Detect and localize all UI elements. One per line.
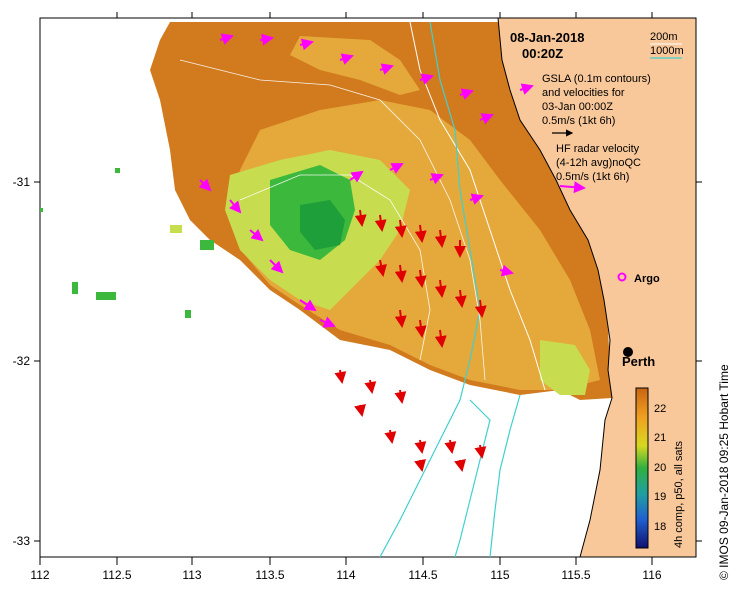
colorbar-tick: 19 xyxy=(654,491,666,503)
axis-ticks xyxy=(34,12,702,565)
y-tick-label: -32 xyxy=(13,354,31,368)
x-tick-label: 113.5 xyxy=(255,568,284,582)
legend-gsla-2: and velocities for xyxy=(542,87,625,99)
legend-hf-arrow xyxy=(559,181,586,194)
perth-marker xyxy=(623,347,633,357)
legend-200m: 200m xyxy=(650,31,678,43)
map-time: 00:20Z xyxy=(522,46,563,61)
colorbar-tick: 21 xyxy=(654,432,666,444)
gsla-contours xyxy=(179,59,486,381)
gsla-velocity-arrows xyxy=(334,209,487,472)
x-tick-label: 114 xyxy=(336,568,355,582)
perth-label: Perth xyxy=(622,354,655,369)
map-date: 08-Jan-2018 xyxy=(510,30,584,45)
legend-gsla-1: GSLA (0.1m contours) xyxy=(542,73,651,85)
y-tick-label: -33 xyxy=(13,534,31,548)
place-markers: Argo Perth xyxy=(617,272,660,369)
legend-gsla-3: 03-Jan 00:00Z xyxy=(542,101,613,113)
colorbar-tick: 18 xyxy=(654,521,666,533)
colorbar-tick: 22 xyxy=(654,403,666,415)
argo-label: Argo xyxy=(634,273,660,285)
hf-radar-arrows xyxy=(198,33,534,328)
x-tick-label: 115.5 xyxy=(561,568,590,582)
legend-hf-1: HF radar velocity xyxy=(556,143,640,155)
isobath-1000m xyxy=(379,21,521,558)
credit-text: © IMOS 09-Jan-2018 09:25 Hobart Time xyxy=(717,364,731,580)
colorbar-ramp xyxy=(635,387,649,549)
legend-1000m: 1000m xyxy=(650,45,684,57)
argo-marker xyxy=(617,272,627,282)
x-tick-label: 114.5 xyxy=(408,568,437,582)
x-tick-label: 113 xyxy=(182,568,201,582)
legend: 08-Jan-2018 00:20Z 200m 1000m GSLA (0.1m… xyxy=(510,30,684,194)
y-tick-label: -31 xyxy=(13,175,31,189)
y-axis: -31 -32 -33 xyxy=(13,175,31,548)
x-tick-label: 115 xyxy=(490,568,509,582)
legend-hf-2: (4-12h avg)noQC xyxy=(556,157,641,169)
legend-hf-scale: 0.5m/s (1kt 6h) xyxy=(556,171,629,183)
x-tick-label: 112.5 xyxy=(102,568,131,582)
legend-gsla-scale: 0.5m/s (1kt 6h) xyxy=(542,115,615,127)
x-axis: 112 112.5 113 113.5 114 114.5 115 115.5 … xyxy=(30,568,661,582)
colorbar: 22 21 20 19 18 4h comp, p50, all sats xyxy=(635,387,685,549)
colorbar-tick: 20 xyxy=(654,462,666,474)
x-tick-label: 112 xyxy=(30,568,49,582)
colorbar-label: 4h comp, p50, all sats xyxy=(673,440,685,548)
x-tick-label: 116 xyxy=(642,568,661,582)
